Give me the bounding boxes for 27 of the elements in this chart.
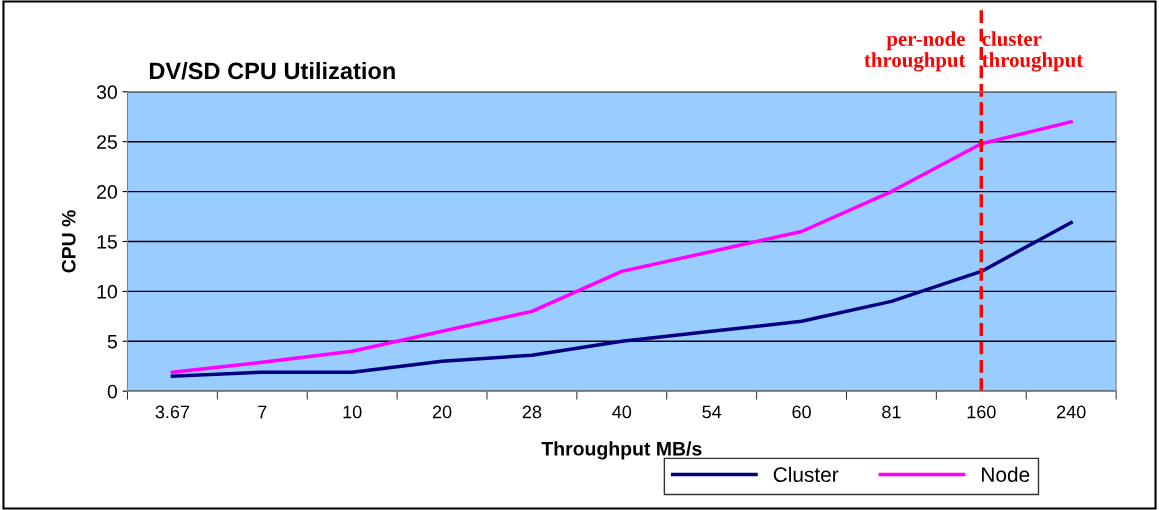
x-tick-label: 81 bbox=[882, 405, 901, 419]
y-axis-title: CPU % bbox=[61, 210, 76, 273]
y-tick-label: 5 bbox=[107, 334, 117, 349]
x-tick-label: 20 bbox=[432, 405, 452, 419]
legend-label: Node bbox=[982, 466, 1030, 483]
y-tick-label: 10 bbox=[97, 284, 118, 299]
x-tick-label: 3.67 bbox=[155, 405, 190, 419]
y-tick-label: 20 bbox=[97, 185, 118, 199]
y-tick-label: 30 bbox=[96, 85, 118, 100]
x-tick-label: 54 bbox=[702, 405, 722, 419]
x-tick-label: 7 bbox=[258, 405, 267, 419]
line-series bbox=[170, 120, 1073, 374]
x-tick-label: 10 bbox=[343, 405, 362, 419]
chart-title: DV/SD CPU Utilization bbox=[149, 61, 395, 80]
x-axis-title: Throughput MB/s bbox=[541, 441, 702, 460]
text: cluster throughput bbox=[982, 31, 1084, 72]
y-tick-label: 25 bbox=[97, 135, 117, 149]
x-tick-label: 60 bbox=[792, 405, 811, 419]
text: per-node throughput bbox=[864, 31, 966, 72]
x-tick-label: 240 bbox=[1057, 405, 1086, 419]
x-tick-label: 28 bbox=[522, 405, 542, 419]
x-tick-label: 40 bbox=[612, 405, 632, 419]
y-tick-label: 0 bbox=[107, 384, 118, 399]
line-series bbox=[170, 220, 1073, 378]
legend-label: Cluster bbox=[773, 466, 839, 483]
y-tick-label: 15 bbox=[97, 235, 117, 249]
x-tick-label: 160 bbox=[967, 405, 996, 419]
